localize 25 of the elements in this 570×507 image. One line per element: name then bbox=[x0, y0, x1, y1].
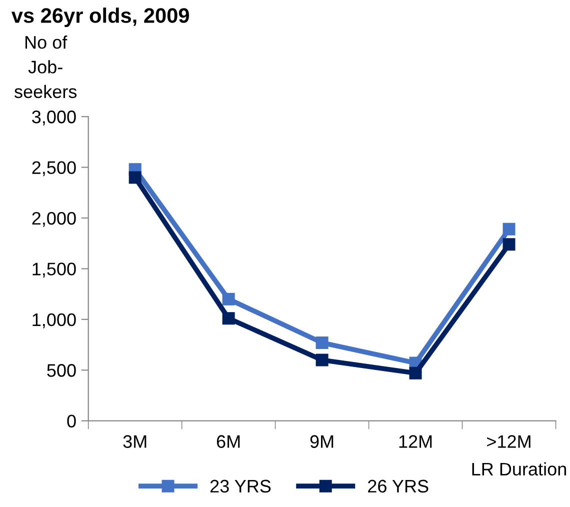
point bbox=[409, 366, 422, 380]
y-tick-label: 3,000 bbox=[32, 110, 76, 126]
y-tick-label: 2,500 bbox=[32, 161, 76, 176]
chart-title: vs 26yr olds, 2009 bbox=[11, 8, 189, 28]
point bbox=[502, 222, 516, 236]
x-tick-label: 9M bbox=[310, 435, 334, 448]
y-tick-label: 500 bbox=[47, 364, 76, 377]
point bbox=[316, 336, 328, 349]
y-tick-label: 2,000 bbox=[32, 212, 76, 227]
y-axis-title: No of Job- seekers bbox=[14, 36, 77, 98]
point bbox=[222, 312, 235, 325]
x-tick-label: >12M bbox=[487, 435, 530, 448]
x-tick-label: 3M bbox=[123, 435, 146, 448]
point bbox=[502, 238, 516, 251]
point bbox=[222, 292, 235, 306]
point bbox=[128, 171, 142, 184]
x-tick-label: 6M bbox=[216, 435, 240, 448]
point bbox=[316, 354, 328, 366]
legend-label: 23 YRS bbox=[210, 480, 271, 493]
y-tick-label: 1,000 bbox=[32, 313, 76, 328]
x-tick-label: 12M bbox=[399, 435, 432, 448]
y-tick-label: 1,500 bbox=[32, 262, 76, 278]
x-axis-title: LR Duration bbox=[472, 462, 566, 476]
y-tick-label: 0 bbox=[67, 414, 76, 428]
legend-label: 26 YRS bbox=[368, 480, 428, 493]
